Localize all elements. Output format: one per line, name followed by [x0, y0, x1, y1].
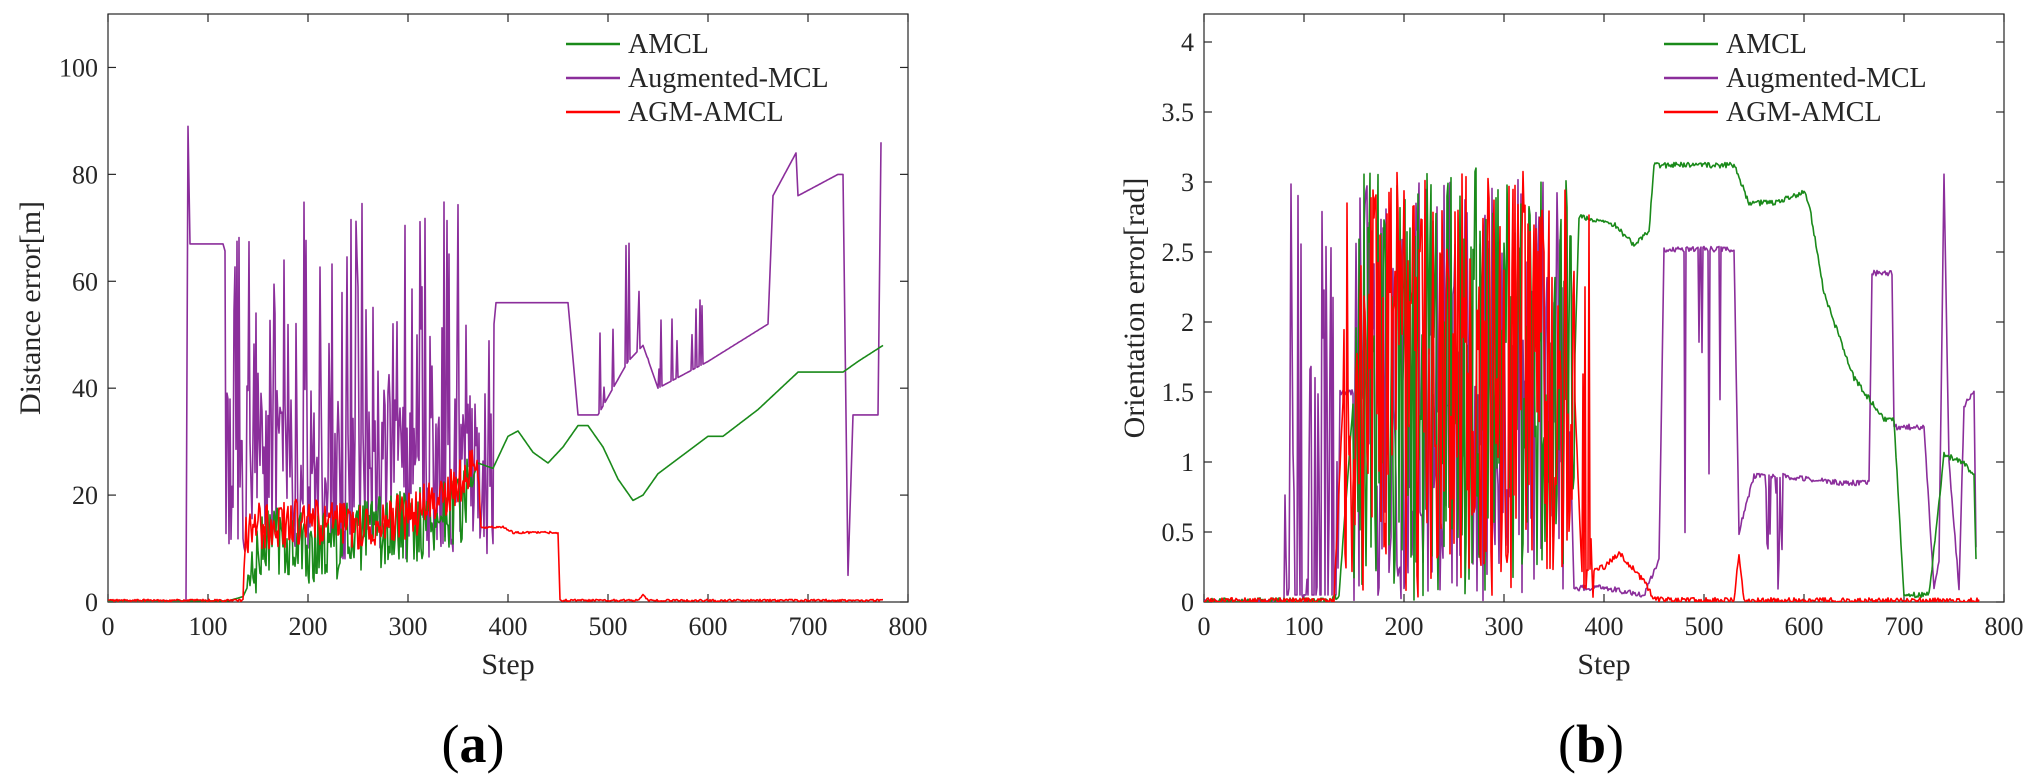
- x-tick-label: 500: [1685, 612, 1724, 641]
- x-tick-label: 300: [1485, 612, 1524, 641]
- y-tick-label: 100: [59, 53, 98, 82]
- x-tick-label: 100: [1285, 612, 1324, 641]
- series-line-amcl: [108, 344, 884, 602]
- chart-a: 0 100 200 300 400 500 600 700 800 0 20 40 60 80 100 Ste…: [14, 13, 928, 774]
- x-tick-label: 500: [589, 612, 628, 641]
- x-tick-label: 800: [889, 612, 928, 641]
- legend-entry-agm-amcl: AGM-AMCL: [1726, 97, 1882, 128]
- x-tick-label: 200: [1385, 612, 1424, 641]
- panel-label: (b): [1558, 714, 1624, 774]
- series-line-agm-amcl: [1204, 170, 1980, 602]
- y-axis-label: Orientation error[rad]: [1118, 178, 1151, 439]
- legend-entry-amcl: AMCL: [1726, 29, 1807, 60]
- series-line-agm-amcl: [108, 449, 883, 602]
- y-tick-label: 2: [1181, 308, 1194, 337]
- x-tick-label: 100: [189, 612, 228, 641]
- y-tick-label: 20: [72, 481, 98, 510]
- x-tick-label: 0: [102, 612, 115, 641]
- x-tick-label: 400: [1585, 612, 1624, 641]
- y-axis-label: Distance error[m]: [14, 201, 47, 415]
- x-tick-label: 400: [489, 612, 528, 641]
- y-tick-label: 1.5: [1162, 378, 1195, 407]
- x-tick-label: 0: [1198, 612, 1211, 641]
- y-tick-label: 1: [1181, 448, 1194, 477]
- x-axis-label: Step: [1577, 648, 1630, 681]
- plot-area: [107, 13, 909, 603]
- legend-entry-amcl: AMCL: [628, 29, 709, 60]
- y-tick-label: 4: [1181, 28, 1194, 57]
- x-tick-label: 700: [789, 612, 828, 641]
- x-tick-label: 700: [1885, 612, 1924, 641]
- x-tick-label: 300: [389, 612, 428, 641]
- chart-b: 0 100 200 300 400 500 600 700 800 0 0.5 1 1.5 2 2.5 3 3.…: [1118, 13, 2024, 774]
- y-tick-label: 3.5: [1162, 98, 1195, 127]
- legend-entry-augmented-mcl: Augmented-MCL: [628, 63, 829, 94]
- x-tick-label: 200: [289, 612, 328, 641]
- series-line-augmented-mcl: [108, 125, 882, 602]
- x-axis-label: Step: [481, 648, 534, 681]
- legend-entry-agm-amcl: AGM-AMCL: [628, 97, 784, 128]
- y-tick-label: 3: [1181, 168, 1194, 197]
- panel-label: (a): [442, 714, 505, 774]
- x-tick-label: 800: [1985, 612, 2024, 641]
- y-tick-label: 80: [72, 160, 98, 189]
- y-tick-label: 60: [72, 267, 98, 296]
- y-tick-label: 2.5: [1162, 238, 1195, 267]
- y-tick-label: 0.5: [1162, 518, 1195, 547]
- series-line-augmented-mcl: [1204, 173, 1977, 602]
- series-line-amcl: [1204, 161, 1977, 602]
- y-tick-label: 40: [72, 374, 98, 403]
- x-tick-label: 600: [1785, 612, 1824, 641]
- legend-entry-augmented-mcl: Augmented-MCL: [1726, 63, 1927, 94]
- y-tick-label: 0: [85, 588, 98, 617]
- x-tick-label: 600: [689, 612, 728, 641]
- y-tick-label: 0: [1181, 588, 1194, 617]
